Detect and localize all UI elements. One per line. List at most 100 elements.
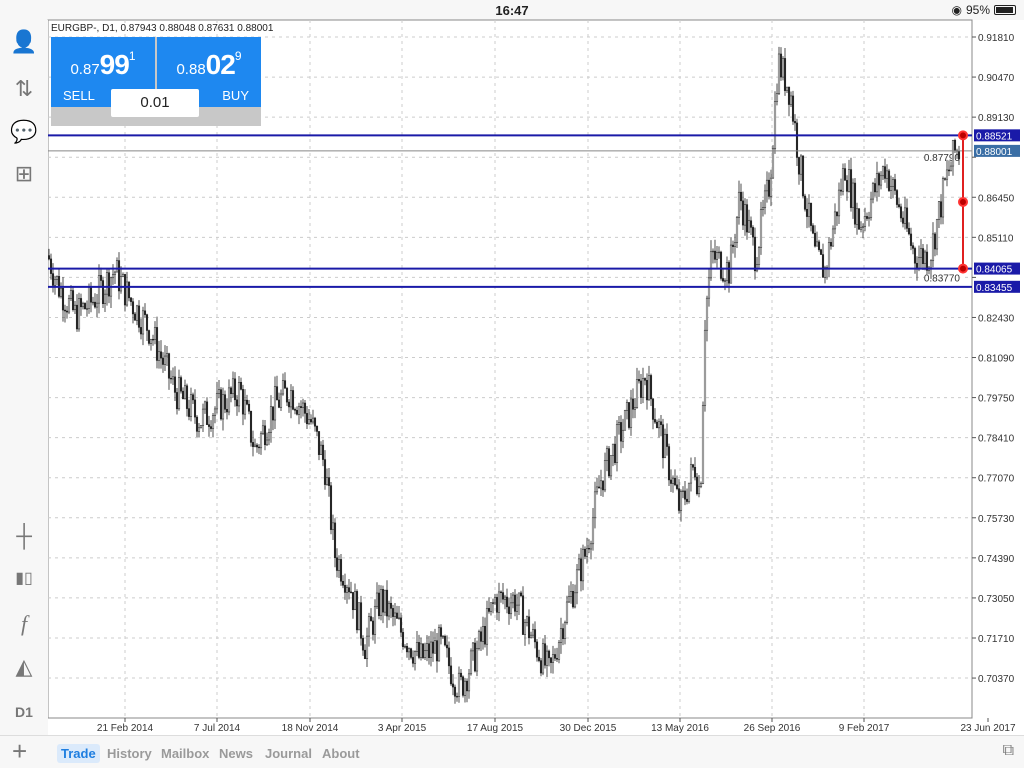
candle-body — [847, 169, 851, 192]
candlestick-icon[interactable]: ▮▯ — [15, 570, 33, 587]
candle-body — [877, 173, 881, 186]
candle-body — [167, 353, 171, 379]
candle-body — [371, 620, 375, 635]
trade-arrows-icon[interactable]: ⇅ — [14, 76, 34, 101]
candle-body — [51, 273, 55, 286]
candle-body — [643, 378, 647, 381]
candle-body — [775, 93, 779, 102]
candle-body — [861, 226, 865, 228]
candle-body — [751, 227, 755, 238]
candle-body — [73, 304, 77, 311]
measure-handle[interactable] — [958, 130, 968, 141]
candle-body — [455, 696, 459, 698]
candle-body — [151, 338, 155, 341]
candle-body — [363, 649, 367, 659]
candle-body — [343, 585, 347, 593]
measure-handle[interactable] — [958, 196, 968, 207]
candle-body — [883, 166, 887, 179]
battery-percent: 95% — [965, 3, 990, 17]
candle-body — [631, 398, 635, 410]
candle-body — [857, 208, 861, 230]
indicator-f-icon[interactable]: f — [20, 611, 28, 636]
timeframe-button[interactable]: D1 — [15, 704, 33, 720]
candle-body — [817, 241, 821, 250]
candle-body — [851, 182, 855, 208]
candle-body — [339, 559, 343, 582]
candle-body — [359, 602, 363, 639]
level-price-label: 0.88521 — [976, 131, 1013, 142]
candle-body — [321, 444, 325, 460]
chat-icon[interactable]: 💬 — [10, 119, 38, 144]
buy-label: BUY — [222, 88, 249, 103]
candle-body — [531, 629, 535, 636]
battery-indicator: ◉ 95% — [951, 3, 1016, 17]
candle-body — [439, 627, 443, 637]
candle-body — [119, 276, 123, 292]
candle-body — [75, 304, 79, 330]
tab-news[interactable]: News — [219, 746, 253, 761]
candle-body — [297, 406, 301, 415]
candle-body — [485, 608, 489, 645]
candle-body — [255, 444, 259, 448]
candle-body — [427, 643, 431, 658]
y-tick-label: 0.86450 — [978, 193, 1015, 204]
x-tick-label: 26 Sep 2016 — [744, 723, 801, 734]
candle-body — [305, 413, 309, 425]
candle-body — [48, 255, 51, 260]
level-price-tag — [974, 280, 1020, 293]
candle-body — [811, 225, 815, 234]
volume-input[interactable]: 0.01 — [111, 89, 199, 117]
candle-body — [623, 410, 627, 431]
split-window-icon[interactable]: ⧉ — [1002, 742, 1014, 759]
candle-body — [897, 204, 901, 208]
candle-body — [943, 178, 947, 180]
candle-body — [105, 272, 109, 295]
candle-body — [607, 448, 611, 477]
candle-body — [185, 385, 189, 409]
candle-body — [69, 290, 73, 299]
tab-about[interactable]: About — [322, 746, 360, 761]
measure-handle[interactable] — [958, 263, 968, 274]
tab-mailbox[interactable]: Mailbox — [161, 746, 210, 761]
candle-body — [399, 617, 403, 633]
level-price-label: 0.84065 — [976, 265, 1013, 276]
add-icon[interactable]: + — [12, 736, 28, 766]
candle-body — [345, 587, 349, 593]
candle-body — [777, 53, 781, 94]
add-document-icon[interactable]: ⊞ — [14, 161, 34, 186]
candle-body — [575, 569, 579, 594]
candle-body — [807, 202, 811, 217]
candle-body — [401, 632, 405, 647]
candle-body — [209, 426, 213, 429]
objects-icon[interactable]: ◭ — [15, 654, 33, 679]
candle-body — [161, 357, 165, 365]
candle-body — [917, 257, 921, 270]
candle-body — [509, 602, 513, 615]
sell-label: SELL — [63, 88, 95, 103]
candle-body — [539, 660, 543, 674]
candle-body — [373, 605, 377, 635]
candle-body — [407, 648, 411, 653]
candle-body — [597, 486, 601, 489]
candle-body — [173, 376, 177, 393]
candle-body — [459, 672, 463, 678]
candle-body — [787, 86, 791, 105]
candle-body — [355, 591, 359, 631]
y-tick-label: 0.91810 — [978, 33, 1015, 44]
crosshair-icon[interactable]: ┼ — [16, 523, 32, 548]
candle-body — [799, 155, 803, 175]
y-tick-label-bg — [924, 152, 961, 164]
candle-body — [183, 385, 187, 400]
candle-body — [219, 389, 223, 420]
tab-journal[interactable]: Journal — [265, 746, 312, 761]
candle-body — [935, 219, 939, 250]
tab-history[interactable]: History — [107, 746, 152, 761]
candle-body — [435, 640, 439, 662]
y-tick-label: 0.82430 — [978, 313, 1015, 324]
level-price-tag — [974, 262, 1020, 275]
candle-body — [133, 313, 137, 321]
candle-body — [849, 169, 853, 208]
account-icon[interactable]: 👤 — [10, 29, 38, 54]
tab-trade[interactable]: Trade — [57, 744, 100, 763]
